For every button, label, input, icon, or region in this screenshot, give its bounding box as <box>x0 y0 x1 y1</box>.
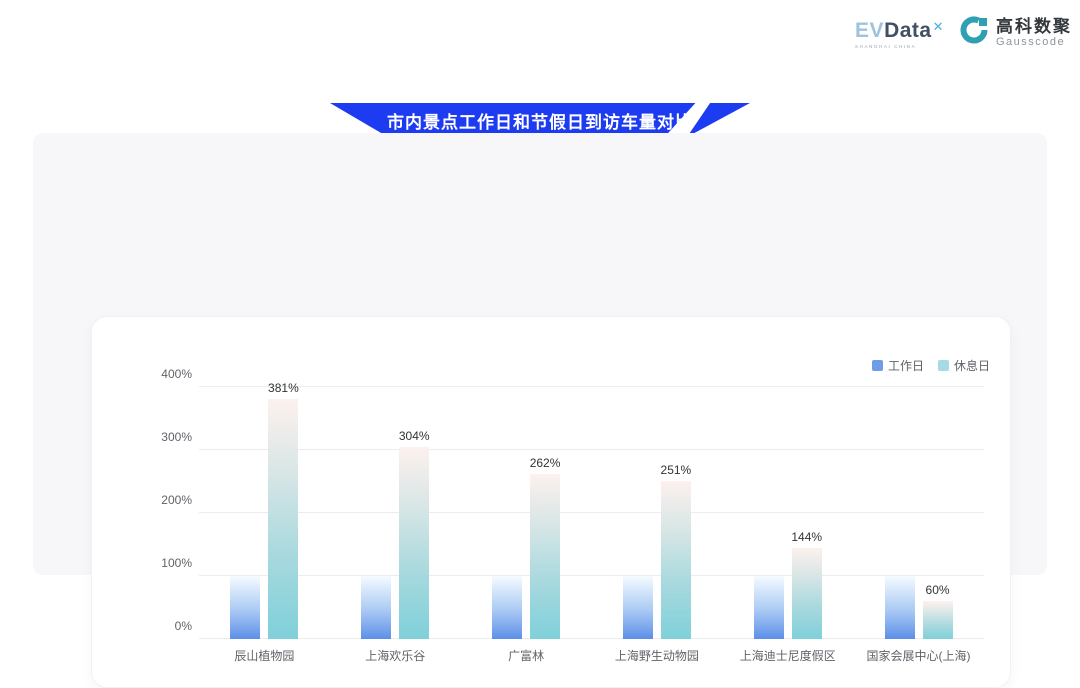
y-axis-tick: 0% <box>174 619 192 633</box>
bar-value-label: 262% <box>529 455 561 470</box>
legend-label-restday: 休息日 <box>953 359 990 373</box>
x-axis-category-label: 上海迪士尼度假区 <box>739 649 836 663</box>
bar-restday: 262% <box>530 456 560 639</box>
bar-value-label: 381% <box>268 380 299 395</box>
bar-value-label: 251% <box>660 462 692 477</box>
x-axis-category-label: 国家会展中心(上海) <box>866 649 971 663</box>
bar-restday: 144% <box>791 530 822 639</box>
page-title: 市内景点工作日和节假日到访车量对比 <box>387 113 693 132</box>
gausscode-logo: 高科数聚 Gausscode <box>958 14 1072 51</box>
gridline <box>199 512 984 513</box>
y-axis-tick: 400% <box>161 367 192 381</box>
bar-restday: 251% <box>661 463 691 639</box>
legend-label-workday: 工作日 <box>887 359 924 373</box>
x-axis-category-label: 广富林 <box>508 649 545 663</box>
gausscode-cn-name: 高科数聚 <box>996 16 1072 36</box>
legend-swatch-restday <box>937 360 949 371</box>
chart-panel: 工作日 休息日 0% 100% 200% 300% 400% 381% 304% 262% 25… <box>33 133 1047 688</box>
bar-group: 251% <box>591 387 722 639</box>
evdata-wordmark: EVData✕ <box>855 16 944 42</box>
chart-card: 工作日 休息日 0% 100% 200% 300% 400% 381% 304% 262% 25… <box>91 316 1011 688</box>
evdata-data-text: Data <box>884 19 932 42</box>
bar-value-label: 60% <box>925 583 950 598</box>
x-axis-category-label: 辰山植物园 <box>234 649 295 663</box>
gridline <box>199 575 984 576</box>
bar-restday: 381% <box>268 381 299 639</box>
legend-item-restday[interactable]: 休息日 <box>937 357 990 374</box>
gausscode-g-icon <box>958 14 990 51</box>
bar-group: 381% <box>199 381 330 639</box>
x-axis-category-label: 上海欢乐谷 <box>365 649 426 663</box>
y-axis-tick: 300% <box>161 430 192 444</box>
plot-area: 0% 100% 200% 300% 400% 381% 304% 262% 251% 144% 60… <box>161 367 984 639</box>
evdata-ev-text: EV <box>855 19 885 42</box>
evdata-subtext: SHANGHAI CHINA <box>855 44 917 49</box>
legend-swatch-workday <box>871 360 883 371</box>
gridline <box>199 449 984 450</box>
bar-restday: 304% <box>399 429 430 639</box>
bar-group: 262% <box>461 387 592 639</box>
header-logos: EVData✕ SHANGHAI CHINA 高科数聚 Gausscode <box>855 14 1072 51</box>
chart-legend: 工作日 休息日 <box>871 357 990 374</box>
bar-value-label: 144% <box>791 530 823 545</box>
bar-groups: 381% 304% 262% 251% 144% 60% <box>199 381 984 639</box>
gridline <box>199 386 984 387</box>
bar-value-label: 304% <box>398 429 430 444</box>
bar-group: 144% <box>722 387 853 639</box>
evdata-logo: EVData✕ SHANGHAI CHINA <box>855 16 944 49</box>
legend-item-workday[interactable]: 工作日 <box>871 357 924 374</box>
y-axis-tick: 100% <box>161 556 192 570</box>
bar-group: 304% <box>330 387 461 639</box>
y-axis-tick: 200% <box>161 493 192 507</box>
bar-group: 60% <box>853 387 984 639</box>
evdata-x-icon: ✕ <box>932 19 944 34</box>
x-axis-category-label: 上海野生动物园 <box>614 649 699 663</box>
x-axis-labels: 辰山植物园 上海欢乐谷 广富林 上海野生动物园 上海迪士尼度假区 国家会展中心(上海) <box>199 647 984 664</box>
gausscode-en-name: Gausscode <box>996 35 1066 48</box>
bar-restday: 60% <box>922 583 953 639</box>
